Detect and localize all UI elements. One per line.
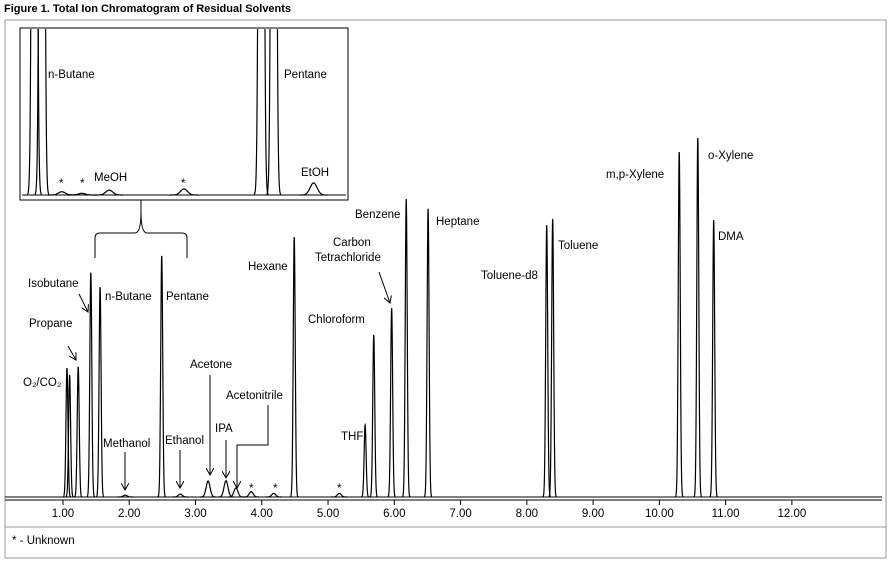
peak — [253, 29, 269, 195]
peak — [74, 366, 83, 498]
peak — [65, 374, 74, 498]
peak-label: * — [80, 178, 85, 190]
peak — [62, 368, 72, 498]
peak — [157, 255, 166, 498]
peak — [387, 307, 396, 498]
x-tick-label: 6.00 — [383, 508, 405, 520]
arrow — [237, 405, 269, 488]
peak-label: Acetone — [190, 359, 232, 371]
peak-label: n-Butane — [48, 69, 95, 81]
peak — [218, 480, 234, 498]
peak-label: Isobutane — [28, 278, 79, 290]
peak-label: * — [337, 483, 342, 495]
peak — [200, 480, 217, 498]
peak — [369, 334, 378, 498]
inset-brace — [94, 211, 188, 258]
arrow — [67, 345, 76, 360]
peak — [542, 225, 551, 498]
peak-label: Pentane — [166, 291, 209, 303]
arrow — [378, 271, 390, 303]
peak — [265, 492, 282, 498]
x-tick-label: 8.00 — [516, 508, 538, 520]
peak — [423, 208, 433, 498]
peak — [290, 237, 299, 498]
peak — [548, 218, 557, 498]
figure-title: Figure 1. Total Ion Chromatogram of Resi… — [4, 3, 291, 15]
peak — [34, 29, 50, 195]
inset-chart — [22, 29, 346, 196]
peak-label: * — [181, 178, 186, 190]
peak-label: O₂/CO₂ — [23, 377, 61, 389]
peak — [172, 493, 189, 498]
peak — [299, 182, 328, 196]
x-tick-label: 11.00 — [712, 508, 740, 520]
peak — [693, 137, 703, 498]
peak-label: Methanol — [103, 438, 150, 450]
peak-label: Toluene-d8 — [481, 270, 538, 282]
x-tick-label: 10.00 — [645, 508, 674, 520]
peak-label: Tetrachloride — [315, 252, 381, 264]
x-tick-label: 2.00 — [118, 508, 140, 520]
peak — [227, 487, 244, 498]
peak-label: Pentane — [284, 69, 327, 81]
peak — [361, 422, 370, 498]
peak-label: Acetonitrile — [226, 390, 283, 402]
peak — [266, 29, 282, 195]
peak-label: Toluene — [558, 240, 598, 252]
peak-label: * — [273, 483, 278, 495]
peak — [86, 272, 95, 498]
x-tick-label: 1.00 — [52, 508, 74, 520]
x-tick-label: 4.00 — [251, 508, 273, 520]
peak — [674, 151, 684, 498]
x-tick-label: 7.00 — [449, 508, 471, 520]
arrow — [78, 293, 88, 312]
peak-label: Chloroform — [308, 314, 365, 326]
peak-label: m,p-Xylene — [606, 169, 664, 181]
peak-label: Heptane — [436, 216, 479, 228]
main-chart: 1.00 2.00 3.00 4.00 5.00 6.00 7.00 8.00 9.00 10.0… — [5, 137, 882, 520]
x-tick-label: 3.00 — [184, 508, 206, 520]
callouts — [67, 200, 390, 490]
peak-label: IPA — [215, 423, 233, 435]
peak — [67, 192, 96, 196]
x-tick-label: 12.00 — [777, 508, 806, 520]
inset-labels: n-Butane * * MeOH * Pentane EtOH — [48, 69, 329, 190]
peak-label: Benzene — [355, 209, 400, 221]
footnote: * - Unknown — [12, 535, 75, 547]
peak — [401, 199, 411, 498]
peak — [95, 286, 105, 498]
peak-label: n-Butane — [105, 291, 152, 303]
peak — [117, 494, 134, 498]
peak — [709, 220, 718, 498]
x-tick-label: 5.00 — [317, 508, 339, 520]
peak — [26, 29, 42, 195]
peak — [95, 189, 124, 196]
peak-label: * — [59, 178, 64, 190]
x-tick-label: 9.00 — [582, 508, 604, 520]
peak-label: DMA — [718, 231, 744, 243]
peak-label: Carbon — [333, 237, 371, 249]
peak-label: MeOH — [94, 172, 127, 184]
peak-label: EtOH — [301, 167, 329, 179]
peak-label: Propane — [29, 318, 72, 330]
peak-label: o-Xylene — [708, 150, 753, 162]
frame — [4, 19, 887, 559]
peak-label: * — [249, 483, 254, 495]
peak-label: THF — [341, 431, 363, 443]
inset-frame — [19, 27, 349, 201]
peak — [170, 188, 198, 196]
peak — [243, 490, 260, 498]
peak-label: Ethanol — [165, 435, 204, 447]
peak-label: Hexane — [248, 261, 288, 273]
peak — [331, 492, 348, 498]
